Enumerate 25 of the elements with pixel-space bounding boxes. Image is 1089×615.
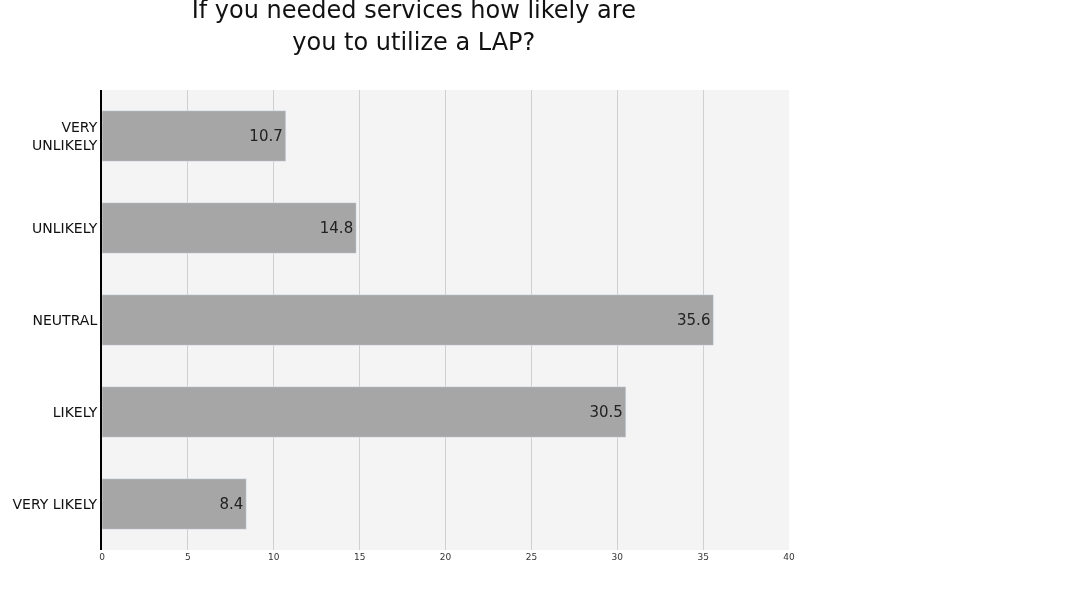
bar <box>102 110 287 162</box>
chart-title: If you needed services how likely are you to utilize a LAP? <box>191 0 636 56</box>
x-tick-label: 25 <box>525 552 538 562</box>
data-label: 30.5 <box>589 403 623 421</box>
bar <box>102 478 247 530</box>
y-tick-label: VERY UNLIKELY <box>32 118 98 153</box>
y-tick-label: VERY LIKELY <box>12 495 98 512</box>
x-tick-label: 30 <box>611 552 624 562</box>
y-tick-label: LIKELY <box>52 403 98 420</box>
x-tick-label: 10 <box>268 552 280 562</box>
data-label: 10.7 <box>249 127 283 145</box>
x-tick-label: 20 <box>439 552 452 562</box>
x-tick-label: 5 <box>185 552 191 562</box>
x-tick-label: 35 <box>697 552 709 562</box>
x-tick-label: 40 <box>783 552 795 562</box>
data-label: 8.4 <box>219 495 244 513</box>
y-tick-label: UNLIKELY <box>32 219 98 236</box>
bar <box>102 294 714 346</box>
y-tick-label: NEUTRAL <box>32 311 98 328</box>
x-tick-label: 15 <box>353 552 366 562</box>
data-label: 35.6 <box>677 311 711 329</box>
bar <box>102 386 627 438</box>
x-tick-label: 0 <box>99 552 106 562</box>
data-label: 14.8 <box>319 219 354 237</box>
bar <box>102 202 357 254</box>
